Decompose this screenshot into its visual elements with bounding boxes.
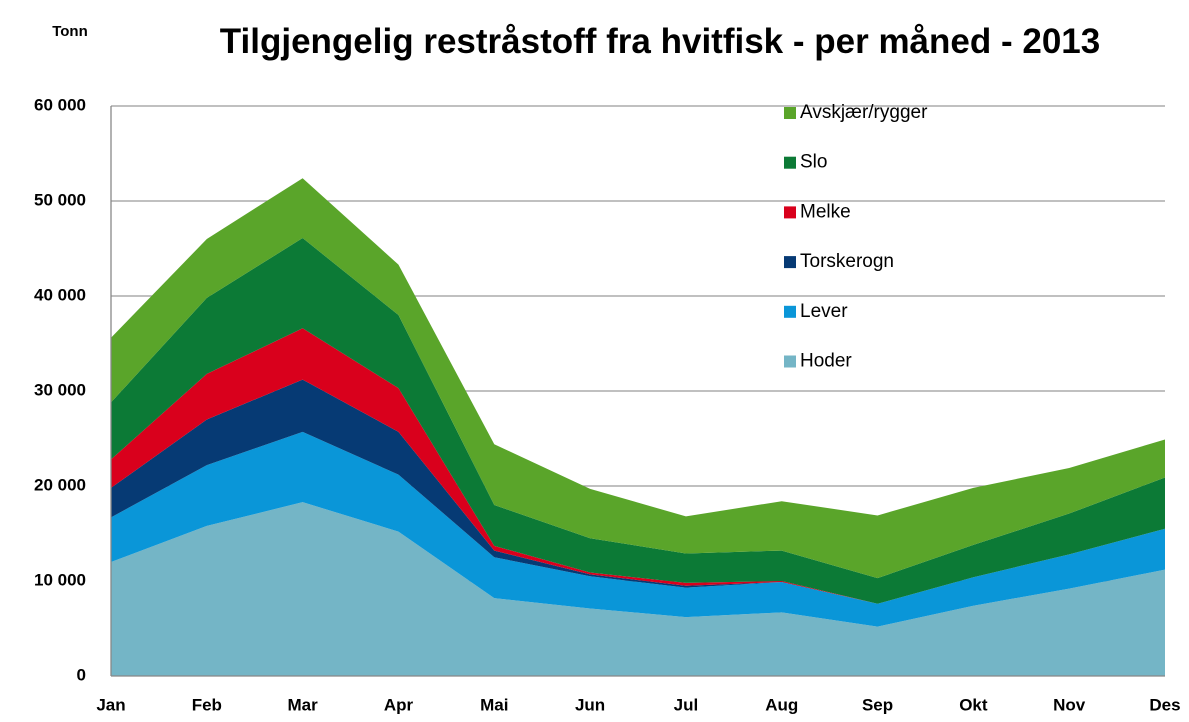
- legend-label: Melke: [800, 201, 851, 222]
- area: [111, 379, 1165, 604]
- y-tick-label: 60 000: [34, 95, 86, 114]
- y-tick-label: 50 000: [34, 190, 86, 209]
- y-tick-label: 10 000: [34, 570, 86, 589]
- x-tick-label: Jan: [96, 695, 125, 714]
- legend-swatch: [784, 305, 796, 318]
- y-tick-label: 40 000: [34, 285, 86, 304]
- y-tick-label: 20 000: [34, 475, 86, 494]
- x-tick-label: Okt: [959, 695, 988, 714]
- area: [111, 502, 1165, 676]
- x-tick-label: Mai: [480, 695, 508, 714]
- legend-label: Torskerogn: [800, 251, 894, 272]
- chart-title: Tilgjengelig restråstoff fra hvitfisk - …: [219, 22, 1101, 61]
- x-tick-label: Jun: [575, 695, 605, 714]
- legend-swatch: [784, 107, 796, 119]
- area: [111, 178, 1165, 579]
- x-tick-label: Aug: [765, 695, 798, 714]
- legend-swatch: [784, 156, 796, 169]
- area: [111, 328, 1165, 604]
- y-tick-label: 0: [77, 665, 86, 684]
- x-tick-label: Feb: [192, 695, 222, 714]
- legend-label: Hoder: [800, 351, 852, 372]
- area: [111, 431, 1165, 627]
- y-axis-label: Tonn: [52, 23, 88, 40]
- legend-label: Slo: [800, 152, 827, 173]
- x-tick-label: Sep: [862, 695, 893, 714]
- y-tick-label: 30 000: [34, 380, 86, 399]
- legend-label: Lever: [800, 301, 848, 322]
- x-tick-label: Apr: [384, 695, 414, 714]
- x-tick-label: Jul: [674, 695, 699, 714]
- legend-swatch: [784, 355, 796, 368]
- x-tick-label: Mar: [288, 695, 319, 714]
- legend-label: Avskjær/rygger: [800, 102, 928, 123]
- legend-swatch: [784, 206, 796, 219]
- x-tick-label: Des: [1149, 695, 1180, 714]
- x-tick-label: Nov: [1053, 695, 1086, 714]
- legend-swatch: [784, 256, 796, 269]
- area: [111, 238, 1165, 604]
